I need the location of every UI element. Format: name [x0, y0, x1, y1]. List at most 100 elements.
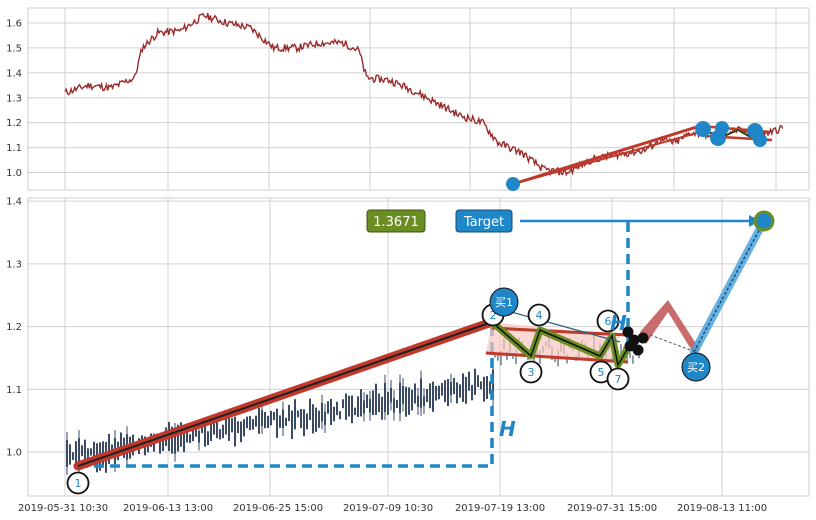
- wave-point-circle: [527, 303, 551, 327]
- top-y-tick-label: 1.4: [6, 68, 22, 79]
- candle: [228, 410, 230, 441]
- candle: [276, 408, 278, 438]
- candle: [201, 426, 203, 434]
- top-y-tick-label: 1.0: [6, 168, 22, 179]
- x-tick-label: 2019-08-13 11:00: [677, 503, 767, 514]
- candle: [533, 355, 535, 365]
- cluster-dot: [637, 332, 649, 344]
- candle: [515, 349, 517, 365]
- candle: [192, 430, 194, 442]
- candle: [468, 371, 470, 391]
- candle: [357, 396, 359, 417]
- bottom-y-tick-label: 1.4: [6, 197, 22, 208]
- top-pivot-marker: [695, 121, 711, 137]
- candle: [351, 395, 353, 424]
- candle: [216, 416, 218, 439]
- candle: [162, 440, 164, 452]
- candle: [375, 383, 377, 415]
- candle: [348, 395, 350, 417]
- candle: [372, 390, 374, 415]
- candle: [195, 428, 197, 437]
- candle: [225, 417, 227, 435]
- top-y-tick-label: 1.6: [6, 18, 22, 29]
- candle: [441, 383, 443, 396]
- candle: [72, 452, 74, 460]
- wave-point-label: 2: [490, 309, 497, 322]
- candle: [378, 393, 380, 413]
- buy2-label: 买2: [687, 361, 705, 374]
- projection-up-thick: [690, 217, 768, 356]
- candle: [171, 426, 173, 454]
- candle: [333, 406, 335, 422]
- wave-point-label: 3: [528, 366, 535, 379]
- candle: [471, 384, 473, 401]
- candle: [339, 411, 341, 420]
- candle: [366, 394, 368, 409]
- candle: [405, 386, 407, 417]
- main-trend-core: [77, 321, 493, 467]
- candle: [408, 387, 410, 415]
- candle: [494, 352, 496, 358]
- top-pivot-marker: [715, 121, 729, 135]
- candle: [297, 410, 299, 418]
- candle: [342, 399, 344, 409]
- top-y-tick-label: 1.3: [6, 93, 22, 104]
- candle: [438, 385, 440, 400]
- candle: [210, 419, 212, 441]
- candle: [512, 354, 514, 359]
- value-box-text: 1.3671: [373, 215, 419, 230]
- candle: [489, 381, 491, 394]
- channel-upper: [491, 326, 629, 337]
- h-label-upper: H: [610, 311, 627, 335]
- candle: [336, 401, 338, 416]
- zigzag-wave-core: [491, 321, 629, 368]
- candle: [258, 407, 260, 434]
- candle: [189, 434, 191, 444]
- candle: [300, 408, 302, 428]
- candle: [426, 389, 428, 403]
- candle: [270, 410, 272, 426]
- candle: [411, 389, 413, 411]
- candle: [246, 416, 248, 429]
- candle: [444, 380, 446, 403]
- candle: [183, 425, 185, 453]
- top-panel-frame: [27, 7, 810, 191]
- candle: [243, 419, 245, 437]
- candle: [312, 404, 314, 434]
- buy1-label: 买1: [495, 296, 513, 309]
- candle: [291, 410, 293, 439]
- top-y-tick-label: 1.2: [6, 118, 22, 129]
- wave-point-circle: [519, 360, 543, 384]
- target-point-marker: [753, 210, 775, 232]
- bottom-y-tick-label: 1.3: [6, 259, 22, 270]
- candle: [255, 415, 257, 427]
- candle: [474, 368, 476, 395]
- candle: [84, 439, 86, 467]
- cluster-dot: [622, 326, 634, 338]
- candle: [207, 431, 209, 446]
- candle: [330, 398, 332, 425]
- value-box-bg: [366, 209, 426, 233]
- candle: [120, 432, 122, 455]
- candle: [554, 356, 556, 363]
- candle: [315, 407, 317, 432]
- candle: [306, 413, 308, 430]
- candle: [240, 421, 242, 443]
- candle: [327, 401, 329, 414]
- candle: [75, 441, 77, 466]
- candle: [483, 376, 485, 402]
- candle: [414, 383, 416, 404]
- candle: [629, 352, 631, 358]
- candle: [429, 383, 431, 409]
- buy2-marker: [681, 352, 711, 382]
- candle: [219, 429, 221, 440]
- wave-point-label: 5: [598, 366, 605, 379]
- cluster-dot: [624, 340, 636, 352]
- candle: [81, 445, 83, 457]
- bottom-y-tick-label: 1.1: [6, 385, 22, 396]
- candle: [273, 412, 275, 421]
- candle: [620, 344, 622, 354]
- top-y-tick-label: 1.1: [6, 143, 22, 154]
- candle: [93, 441, 95, 459]
